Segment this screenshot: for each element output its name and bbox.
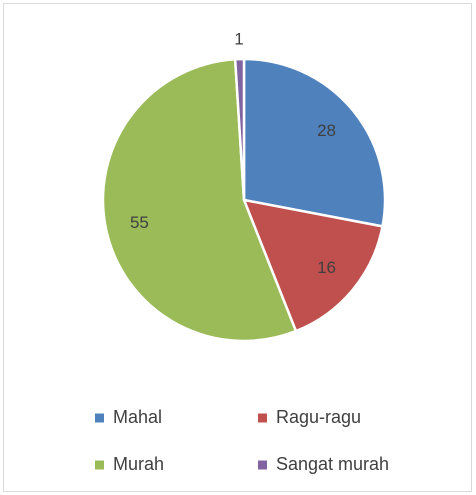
slice-label: 1 xyxy=(234,30,243,49)
legend-swatch xyxy=(258,413,267,423)
legend-swatch xyxy=(95,413,104,423)
legend-label: Mahal xyxy=(113,407,162,427)
pie-slice xyxy=(233,57,246,201)
pie-slice xyxy=(101,57,298,343)
legend-label: Sangat murah xyxy=(276,454,389,474)
legend-swatch xyxy=(258,460,267,470)
slice-label: 28 xyxy=(317,121,336,140)
legend-swatch xyxy=(95,460,104,470)
pie-slice xyxy=(242,198,384,333)
pie-slice xyxy=(242,57,387,228)
slice-label: 55 xyxy=(130,213,149,232)
slice-label: 16 xyxy=(317,258,336,277)
legend-label: Ragu-ragu xyxy=(276,407,361,427)
legend-label: Murah xyxy=(113,454,164,474)
